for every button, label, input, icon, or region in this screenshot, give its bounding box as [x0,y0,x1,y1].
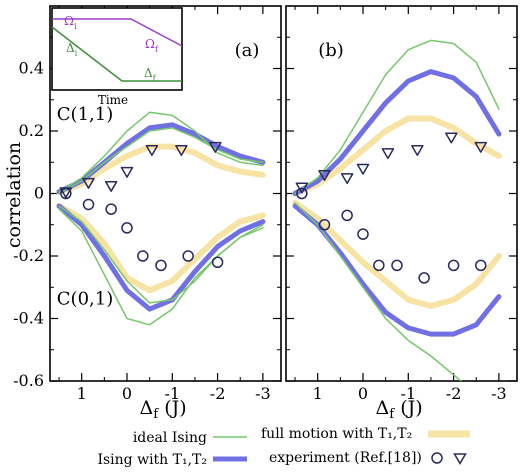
experiment-triangle-point [104,180,118,192]
ideal-line [58,205,264,304]
x-tick-label: -3 [255,384,271,403]
x-tick-label: -2 [446,384,462,403]
full-motion-line [292,115,502,197]
experiment-circle-point [373,259,385,272]
x-tick-label: -2 [210,384,226,403]
legend-swatch-triangle [453,453,467,465]
omega-i-label: Ωi [64,14,77,31]
experiment-triangle-point [295,182,309,194]
ising-t-line [56,203,266,312]
ideal-line [294,202,463,381]
experiment-circle-point [82,198,95,211]
ideal-line [58,127,264,195]
experiment-triangle-point [145,145,159,156]
panel-b: 1 0 -1 -2 -3 (b) [285,5,518,403]
experiment-circle-point [182,250,194,262]
experiment-triangle-point [474,141,488,153]
y-tick-label: -0.2 [13,246,44,265]
experiment-triangle-point [445,132,458,144]
experiment-triangle-point [411,145,424,156]
x-tick-label: 1 [313,384,323,403]
full-motion-line [56,203,266,294]
legend-swatch-circle [431,452,443,464]
x-tick-label: -1 [164,384,180,403]
y-tick-label: -0.4 [13,309,44,328]
x-tick-label: 1 [77,384,87,403]
ising-t-line [292,203,502,337]
y-tick-label: 0 [34,184,44,203]
curve-annotation: C(1,1) [57,104,113,125]
y-tick-label: -0.6 [13,371,44,390]
experiment-circle-point [341,209,353,222]
experiment-circle-point [391,259,403,272]
experiment-circle-point [418,272,430,284]
experiment-circle-point [137,250,149,262]
experiment-circle-point [155,259,167,272]
x-tick-label: -3 [491,384,507,403]
omega-schedule-line [52,18,183,47]
experiment-circle-point [296,187,308,200]
experiment-triangle-point [59,187,73,199]
experiment-circle-point [357,228,369,240]
ising-t-line [292,69,502,196]
x-axis-titles: Δf (J) Δf (J) [140,397,423,422]
experiment-triangle-point [340,173,354,185]
y-tick-labels: -0.6 -0.4 -0.2 0 0.2 0.4 [13,59,44,391]
experiment-triangle-point [381,148,395,160]
experiment-circle-point [211,256,224,268]
experiment-triangle-point [175,145,188,156]
y-tick-label: 0.4 [19,59,44,78]
y-axis-title: correlation [3,142,25,248]
legend-label-full-motion: full motion with T₁,T₂ [261,426,412,442]
experiment-circle-point [447,259,460,272]
legend-label-ising-t: Ising with T₁,T₂ [97,452,207,468]
experiment-circle-point [121,222,133,234]
plot-area [292,39,502,381]
panel-label: (b) [318,40,344,61]
delta-schedule-line [51,26,182,82]
x-tick-label: 0 [122,384,132,403]
panel-a: 1 0 -1 -2 -3 C(1,1) C(0,1) (a) [49,5,282,403]
x-tick-label: -1 [400,384,416,403]
experiment-circle-point [475,259,487,272]
experiment-triangle-point [318,170,331,181]
delta-i-label: Δi [66,41,78,58]
x-tick-label: 0 [358,384,368,403]
curve-annotation: C(0,1) [57,288,113,309]
experiment-triangle-point [120,166,134,178]
experiment-circle-point [105,203,117,215]
ideal-line [294,39,500,195]
legend: ideal Ising Ising with T₁,T₂ full motion w… [97,426,470,468]
plot-area [56,111,266,326]
experiment-triangle-point [209,141,222,153]
legend-label-experiment: experiment (Ref.[18]) [269,450,422,466]
full-motion-line [56,143,266,195]
y-tick-label: 0.2 [19,121,44,140]
experiment-circle-point [318,219,331,231]
experiment-triangle-point [356,163,370,175]
ideal-line [58,111,264,193]
x-axis-title: Δf (J) [140,397,187,422]
legend-label-ideal-ising: ideal Ising [133,430,207,446]
experiment-triangle-point [82,177,95,189]
full-motion-line [292,199,502,309]
panel-label: (a) [235,40,260,61]
inset-x-axis-title: Time [98,93,128,107]
x-axis-title: Δf (J) [376,397,423,422]
